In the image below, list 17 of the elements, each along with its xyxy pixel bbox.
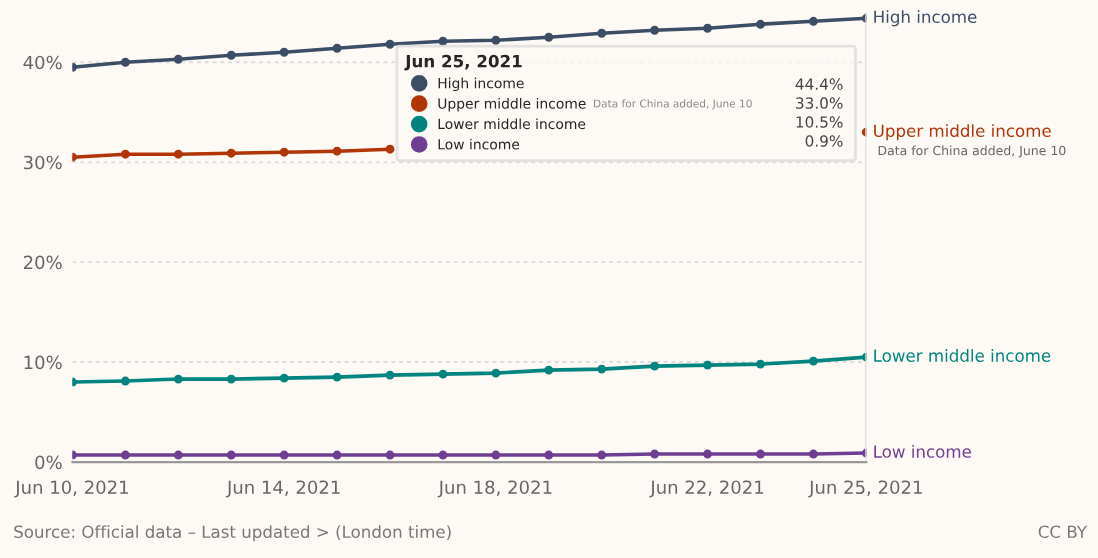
x-tick-label: Jun 22, 2021 — [649, 480, 764, 498]
x-tick-label: Jun 14, 2021 — [226, 480, 340, 498]
text: CC BY — [1038, 525, 1088, 539]
y-tick-label: 30% — [23, 155, 62, 170]
x-tick-label: Jun 18, 2021 — [437, 480, 552, 498]
y-tick-label: 20% — [23, 255, 62, 270]
source-note: Source: Official data – Last updated > (London time) — [14, 525, 451, 542]
text: Upper middle income — [874, 124, 1051, 141]
text: High income — [874, 10, 977, 27]
x-tick-label: Jun 25, 2021 — [808, 480, 922, 498]
legend-title: Jun 25, 2021 — [404, 54, 522, 71]
y-tick-label: 40% — [23, 55, 62, 70]
text: Lower middle income — [874, 349, 1051, 362]
y-tick-label: 10% — [24, 355, 62, 370]
text: Low income — [874, 444, 971, 458]
y-tick-label: 0% — [35, 455, 62, 470]
x-tick-label: Jun 10, 2021 — [14, 480, 128, 498]
